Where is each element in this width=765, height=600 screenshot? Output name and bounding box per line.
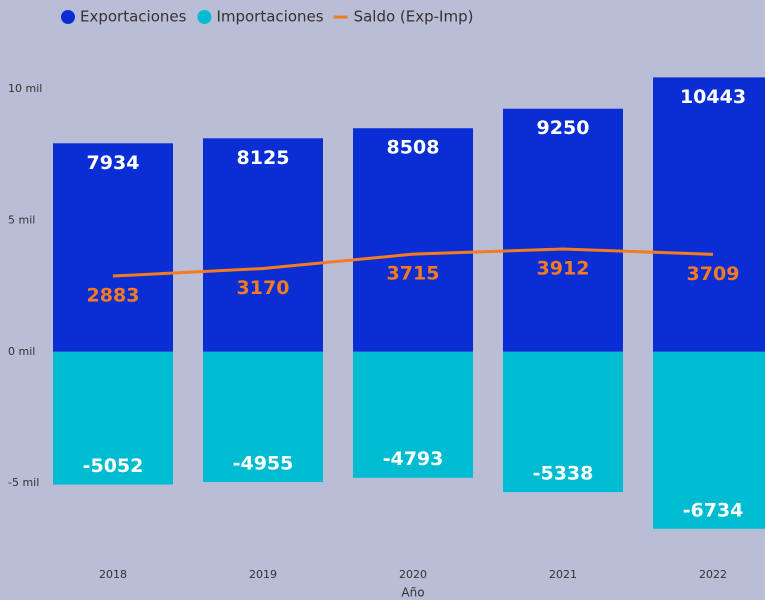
bar [353, 351, 473, 478]
bar [503, 108, 623, 352]
data-label: -4955 [233, 453, 294, 475]
data-label: 2883 [87, 285, 140, 307]
bar [203, 138, 323, 352]
y-tick-label: -5 mil [8, 476, 39, 489]
x-tick-label: 2019 [249, 568, 277, 581]
x-tick-label: 2021 [549, 568, 577, 581]
y-tick-label: 0 mil [8, 345, 35, 358]
legend-swatch [61, 10, 75, 24]
legend-label: Importaciones [216, 8, 323, 26]
data-label: -6734 [683, 499, 744, 521]
bar [653, 351, 765, 529]
data-label: 3709 [687, 263, 740, 285]
bar [653, 77, 765, 352]
x-axis-label: Año [401, 586, 424, 600]
data-label: 9250 [537, 117, 590, 139]
data-label: 7934 [87, 152, 140, 174]
legend-item: Importaciones [197, 8, 324, 26]
bar [203, 351, 323, 483]
legend-swatch [197, 10, 212, 24]
bar [53, 143, 173, 352]
data-label: -5052 [83, 455, 144, 477]
data-label: 3715 [387, 263, 440, 285]
data-label: -5338 [533, 463, 594, 485]
y-tick-label: 5 mil [8, 213, 35, 226]
x-tick-label: 2018 [99, 568, 127, 581]
legend-item: Saldo (Exp-Imp) [333, 8, 474, 26]
bar [503, 351, 623, 493]
legend-label: Saldo (Exp-Imp) [354, 8, 474, 26]
data-label: 3170 [237, 277, 290, 299]
bar [53, 351, 173, 485]
legend-item: Exportaciones [61, 8, 187, 26]
legend-label: Exportaciones [80, 8, 187, 26]
data-label: 8508 [387, 137, 440, 159]
x-tick-label: 2020 [399, 568, 427, 581]
line [112, 247, 714, 278]
data-label: 3912 [537, 258, 590, 280]
y-tick-label: 10 mil [8, 82, 42, 95]
data-label: 8125 [237, 147, 290, 169]
data-label: 10443 [680, 86, 746, 108]
x-tick-label: 2022 [699, 568, 727, 581]
data-label: -4793 [383, 448, 444, 470]
bar [353, 128, 473, 352]
